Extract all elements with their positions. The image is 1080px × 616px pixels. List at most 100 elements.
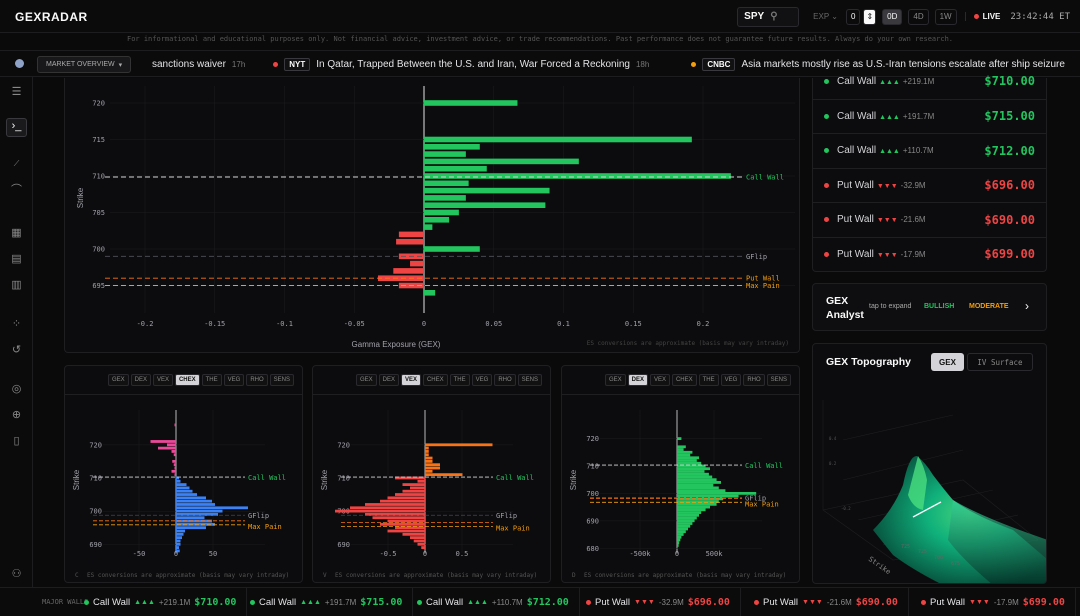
chart-line-icon[interactable]: ⟋	[13, 159, 20, 168]
wall-row[interactable]: Call Wall ▲▲▲ +191.7M $715.00	[813, 98, 1046, 133]
curve-icon[interactable]: ⌒	[11, 184, 22, 196]
gex-bar	[410, 260, 424, 267]
tab-iv-surface[interactable]: IV Surface	[967, 353, 1033, 371]
mini-bar	[176, 479, 181, 483]
calendar-icon[interactable]: ▤	[11, 253, 22, 265]
bottom-wall-item[interactable]: Call Wall ▲▲▲ +219.1M $710.00	[84, 588, 248, 616]
tab-dex[interactable]: DEX	[627, 374, 648, 386]
y-tick-label: 690	[89, 541, 102, 549]
user-icon[interactable]: ⚇	[11, 568, 22, 580]
tab-vex[interactable]: VEX	[400, 374, 421, 386]
tab-the[interactable]: THE	[201, 374, 222, 386]
wall-row[interactable]: Call Wall ▲▲▲ +110.7M $712.00	[813, 133, 1046, 167]
gex-bar	[377, 275, 424, 281]
wall-row[interactable]: Put Wall ▼▼▼ -21.6M $690.00	[813, 202, 1046, 236]
wall-price: $696.00	[687, 597, 730, 608]
terminal-icon[interactable]: ›_	[6, 118, 27, 137]
document-icon[interactable]: ▯	[13, 435, 20, 447]
bottom-wall-item[interactable]: Put Wall ▼▼▼ -32.9M $696.00	[586, 588, 741, 616]
call-wall-label: Call Wall	[496, 474, 534, 482]
bottom-wall-item[interactable]: Call Wall ▲▲▲ +191.7M $715.00	[250, 588, 414, 616]
market-overview-button[interactable]: MARKET OVERVIEW ▾	[37, 56, 132, 73]
mini-bar	[176, 522, 215, 526]
wall-price: $712.00	[526, 597, 569, 608]
globe-nav-icon[interactable]: ⊕	[11, 409, 22, 421]
tab-chex[interactable]: CHEX	[422, 374, 448, 386]
tab-chex[interactable]: CHEX	[671, 374, 697, 386]
bottom-wall-item[interactable]: Call Wall ▲▲▲ +110.7M $712.00	[417, 588, 580, 616]
range-4d[interactable]: 4D	[908, 8, 929, 25]
y-tick-label: 710	[89, 475, 102, 483]
mini-bar	[677, 535, 682, 539]
tab-sens[interactable]: SENS	[269, 374, 294, 386]
gex-analyst-card[interactable]: GEX Analyst tap to expand BULLISH MODERA…	[812, 283, 1047, 331]
brand-logo[interactable]: GEXRADAR	[15, 10, 88, 24]
wall-change: +110.7M	[902, 146, 934, 155]
menu-icon[interactable]: ☰	[11, 86, 22, 98]
wall-row[interactable]: Put Wall ▼▼▼ -32.9M $696.00	[813, 167, 1046, 202]
tab-rho[interactable]: RHO	[743, 374, 765, 386]
range-0d[interactable]: 0D	[882, 8, 903, 25]
mini-bar	[172, 459, 176, 463]
wall-name: Call Wall ▲▲▲ +191.7M	[837, 110, 935, 122]
tab-veg[interactable]: VEG	[720, 374, 742, 386]
tab-vex[interactable]: VEX	[152, 374, 173, 386]
exp-stepper-arrows-icon[interactable]: ⇕	[863, 8, 877, 25]
x-tick-label: -50	[133, 550, 146, 558]
wall-price: $696.00	[984, 178, 1035, 192]
topography-surface[interactable]: Strike 0.4 0.2 -0.2 725 725 700 675	[813, 380, 1047, 584]
wall-row[interactable]: Put Wall ▼▼▼ -17.9M $699.00	[813, 236, 1046, 271]
tab-gex[interactable]: GEX	[355, 374, 377, 386]
news-headline[interactable]: Asia markets mostly rise as U.S.-Iran te…	[741, 59, 1065, 70]
history-icon[interactable]: ↺	[11, 344, 22, 356]
wall-dot-icon	[824, 251, 829, 257]
mini-bar	[677, 491, 757, 495]
compass-icon[interactable]: ◎	[11, 383, 22, 395]
bottom-wall-item[interactable]: Put Wall ▼▼▼ -17.9M $699.00	[921, 588, 1076, 616]
tab-rho[interactable]: RHO	[246, 374, 268, 386]
tab-veg[interactable]: VEG	[223, 374, 245, 386]
tab-rho[interactable]: RHO	[494, 374, 516, 386]
chevron-right-icon[interactable]: ›	[1025, 299, 1029, 313]
wall-row[interactable]: Call Wall ▲▲▲ +219.1M $710.00	[813, 64, 1046, 98]
table-icon[interactable]: ▥	[11, 279, 22, 291]
tab-chex[interactable]: CHEX	[174, 374, 200, 386]
tab-dex[interactable]: DEX	[378, 374, 399, 386]
exp-value[interactable]: 0	[845, 8, 861, 25]
tab-the[interactable]: THE	[449, 374, 470, 386]
tab-gex[interactable]: GEX	[604, 374, 626, 386]
wall-name: Call Wall	[426, 597, 464, 608]
tab-veg[interactable]: VEG	[471, 374, 493, 386]
tab-sens[interactable]: SENS	[766, 374, 791, 386]
mini-bar	[677, 472, 709, 476]
wall-dot-icon	[250, 600, 255, 605]
mini-bar	[402, 489, 425, 493]
bottom-wall-item[interactable]: Put Wall ▼▼▼ -21.6M $690.00	[754, 588, 909, 616]
gex-bar	[424, 151, 466, 157]
ticker-search[interactable]: SPY ⚲	[737, 6, 800, 27]
wall-arrows-icon: ▼▼▼	[969, 599, 990, 606]
news-headline[interactable]: sanctions waiver	[152, 59, 226, 70]
mini-bar	[395, 493, 425, 496]
mini-bar	[677, 453, 691, 457]
mini-bar	[677, 527, 688, 531]
topography-z-tick: -0.2	[841, 506, 851, 511]
news-source: NYT	[284, 58, 311, 71]
tab-sens[interactable]: SENS	[517, 374, 542, 386]
grid-icon[interactable]: ▦	[11, 227, 22, 239]
tab-the[interactable]: THE	[698, 374, 719, 386]
exp-stepper[interactable]: 0 ⇕	[845, 8, 877, 25]
max-pain-label: Max Pain	[248, 523, 282, 531]
tab-dex[interactable]: DEX	[130, 374, 151, 386]
call-wall-label: Call Wall	[248, 474, 286, 482]
mini-bar	[677, 533, 684, 536]
range-1w[interactable]: 1W	[934, 8, 957, 25]
x-tick-label: -0.15	[204, 320, 225, 328]
tab-gex[interactable]: GEX	[931, 353, 964, 371]
tab-gex[interactable]: GEX	[107, 374, 129, 386]
scatter-icon[interactable]: ⁘	[11, 318, 22, 330]
wall-change: +191.7M	[902, 111, 935, 121]
news-headline[interactable]: In Qatar, Trapped Between the U.S. and I…	[316, 59, 630, 70]
tab-vex[interactable]: VEX	[649, 374, 670, 386]
max-pain-label: Max Pain	[745, 500, 779, 508]
